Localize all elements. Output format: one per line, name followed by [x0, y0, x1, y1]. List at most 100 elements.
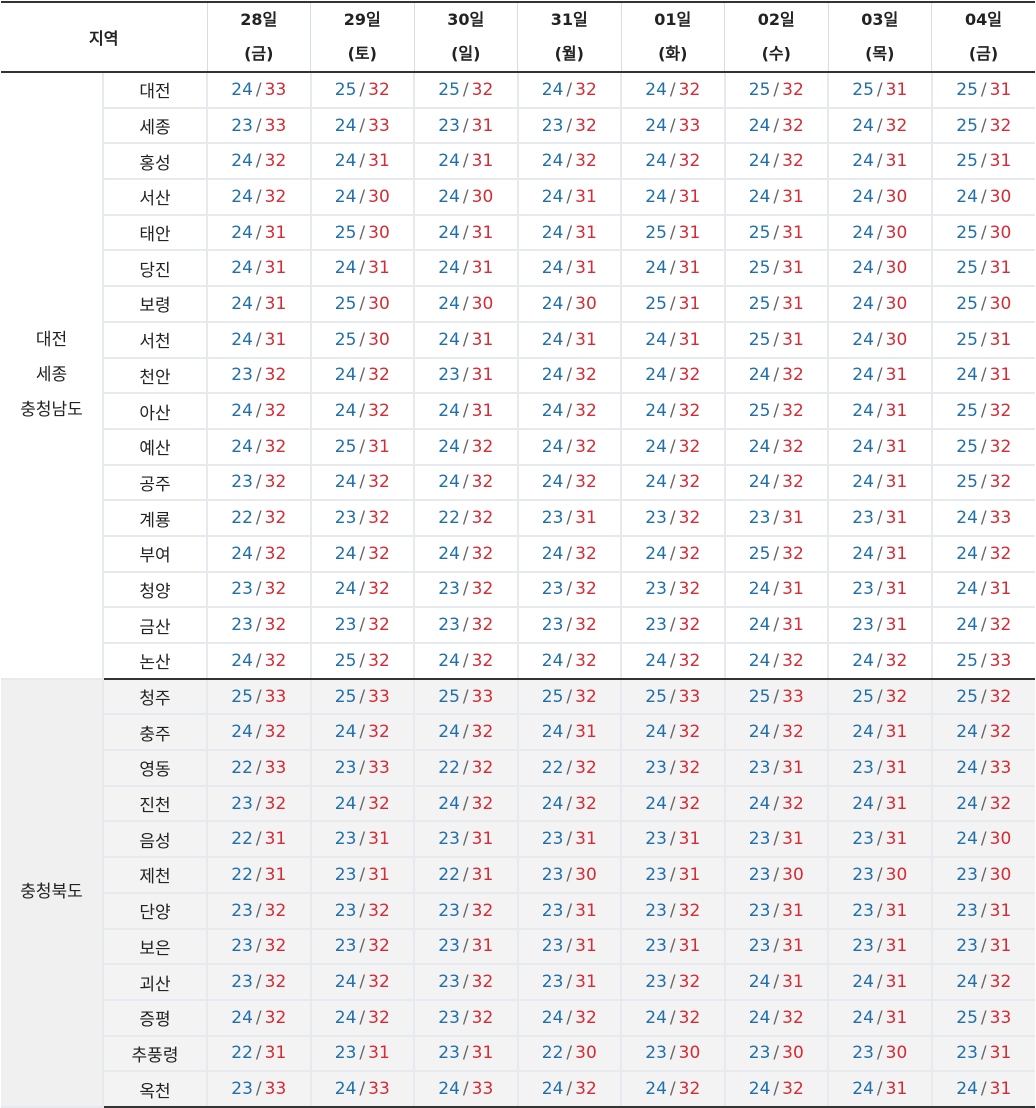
temperature-cell: 25/30	[930, 214, 1036, 252]
low-temperature: 25	[956, 258, 978, 279]
temperature-cell: 24/32	[723, 107, 829, 145]
temperature-separator: /	[876, 1007, 883, 1028]
high-temperature: 32	[575, 1007, 597, 1028]
temperature-cell: 24/32	[516, 999, 622, 1037]
high-temperature: 31	[782, 936, 804, 957]
temperature-cell: 23/32	[516, 107, 622, 145]
table-row: 증평 24/32 24/32 23/32 24/32 24/32 24/32 24/31 25/…	[1, 999, 1036, 1037]
high-temperature: 32	[678, 650, 701, 671]
low-temperature: 24	[956, 543, 978, 564]
low-temperature: 23	[541, 972, 564, 993]
high-temperature: 32	[264, 722, 287, 743]
high-temperature: 30	[575, 864, 597, 885]
temperature-separator: /	[669, 829, 676, 850]
temperature-separator: /	[773, 472, 780, 493]
temperature-separator: /	[876, 1079, 883, 1100]
table-row: 제천 22/31 23/31 22/31 23/30 23/31 23/30 23/30 23/…	[1, 857, 1036, 894]
temperature-cell: 23/31	[516, 964, 622, 1001]
temperature-separator: /	[462, 1079, 469, 1100]
temperature-separator: /	[359, 222, 366, 243]
high-temperature: 32	[471, 436, 494, 457]
temperature-separator: /	[876, 115, 883, 136]
temperature-separator: /	[255, 793, 262, 814]
low-temperature: 24	[956, 365, 978, 386]
low-temperature: 25	[748, 543, 771, 564]
low-temperature: 23	[748, 864, 771, 885]
temperature-separator: /	[255, 329, 262, 350]
temperature-separator: /	[876, 793, 883, 814]
temperature-separator: /	[980, 543, 987, 564]
high-temperature: 31	[782, 972, 804, 993]
city-name: 청양	[101, 571, 208, 609]
day-date: 03일	[861, 10, 899, 29]
temperature-separator: /	[359, 365, 366, 386]
temperature-separator: /	[980, 472, 987, 493]
temperature-cell: 23/32	[206, 571, 311, 609]
temperature-separator: /	[462, 1043, 469, 1064]
temperature-separator: /	[462, 757, 469, 778]
low-temperature: 23	[438, 615, 460, 636]
high-temperature: 33	[264, 1079, 287, 1100]
low-temperature: 23	[956, 1043, 978, 1064]
temperature-cell: 23/31	[620, 821, 725, 859]
temperature-separator: /	[255, 1007, 262, 1028]
high-temperature: 32	[575, 1079, 597, 1100]
temperature-cell: 23/31	[413, 821, 518, 859]
city-name: 홍성	[101, 143, 208, 181]
low-temperature: 24	[748, 436, 771, 457]
low-temperature: 25	[438, 79, 460, 100]
city-name: 서산	[101, 179, 208, 216]
temperature-cell: 25/33	[309, 678, 415, 716]
low-temperature: 25	[956, 79, 978, 100]
day-date: 31일	[550, 10, 588, 29]
low-temperature: 24	[852, 793, 874, 814]
high-temperature: 31	[782, 293, 804, 314]
temperature-separator: /	[876, 508, 883, 529]
low-temperature: 24	[645, 151, 667, 172]
low-temperature: 22	[231, 757, 253, 778]
low-temperature: 24	[334, 722, 357, 743]
temperature-separator: /	[566, 151, 573, 172]
low-temperature: 25	[956, 222, 978, 243]
high-temperature: 30	[782, 864, 804, 885]
temperature-cell: 23/32	[620, 500, 725, 537]
temperature-cell: 24/31	[516, 214, 622, 252]
temperature-cell: 23/31	[930, 928, 1036, 966]
high-temperature: 31	[368, 436, 390, 457]
low-temperature: 23	[334, 615, 357, 636]
low-temperature: 24	[231, 186, 253, 207]
temperature-separator: /	[669, 365, 676, 386]
temperature-separator: /	[566, 864, 573, 885]
high-temperature: 32	[368, 365, 390, 386]
city-name: 추풍령	[101, 1035, 208, 1073]
high-temperature: 33	[368, 115, 390, 136]
temperature-cell: 24/32	[620, 428, 725, 466]
low-temperature: 24	[541, 472, 564, 493]
low-temperature: 24	[748, 1079, 771, 1100]
high-temperature: 31	[575, 329, 597, 350]
high-temperature: 32	[368, 650, 390, 671]
low-temperature: 24	[231, 722, 253, 743]
temperature-cell: 23/31	[827, 750, 932, 787]
low-temperature: 25	[231, 686, 253, 707]
low-temperature: 24	[438, 222, 460, 243]
high-temperature: 32	[471, 579, 494, 600]
low-temperature: 24	[645, 401, 667, 422]
temperature-cell: 24/31	[413, 214, 518, 252]
temperature-cell: 23/30	[723, 857, 829, 894]
temperature-cell: 23/31	[827, 500, 932, 537]
low-temperature: 25	[852, 686, 874, 707]
table-row: 공주 23/32 24/32 24/32 24/32 24/32 24/32 24/31 25/…	[1, 464, 1036, 502]
low-temperature: 24	[852, 186, 874, 207]
low-temperature: 24	[852, 472, 874, 493]
high-temperature: 32	[264, 508, 287, 529]
low-temperature: 24	[852, 543, 874, 564]
temperature-cell: 24/32	[930, 607, 1036, 644]
low-temperature: 25	[748, 329, 771, 350]
temperature-cell: 24/32	[413, 714, 518, 752]
low-temperature: 24	[645, 650, 667, 671]
table-row: 세종 23/33 24/33 23/31 23/32 24/33 24/32 24/32 25/…	[1, 107, 1036, 145]
high-temperature: 31	[264, 329, 287, 350]
temperature-separator: /	[669, 900, 676, 921]
high-temperature: 31	[471, 222, 494, 243]
